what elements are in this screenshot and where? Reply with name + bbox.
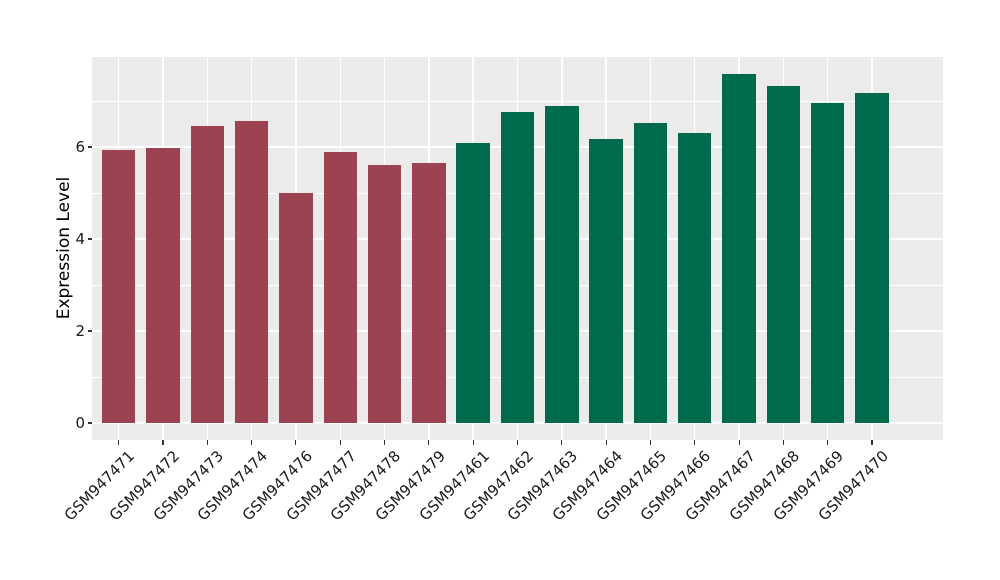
y-tick-mark bbox=[87, 146, 92, 148]
gridline-major-horizontal bbox=[92, 422, 943, 424]
x-tick-mark bbox=[694, 440, 696, 445]
bar bbox=[766, 85, 801, 423]
x-tick-mark bbox=[649, 440, 652, 445]
y-tick-label: 2 bbox=[75, 322, 85, 340]
bar bbox=[367, 165, 402, 423]
x-tick-mark bbox=[782, 440, 785, 445]
x-tick-mark bbox=[162, 440, 164, 445]
bar bbox=[190, 125, 224, 423]
bar bbox=[323, 151, 357, 423]
x-tick-mark bbox=[516, 440, 519, 445]
x-tick-mark bbox=[339, 440, 341, 445]
bar bbox=[412, 162, 446, 423]
y-tick-mark bbox=[87, 422, 92, 424]
x-tick-mark bbox=[250, 440, 253, 445]
x-tick-mark bbox=[827, 440, 829, 445]
bar bbox=[234, 120, 269, 423]
bar bbox=[545, 106, 579, 423]
plot-panel bbox=[92, 57, 943, 440]
x-tick-mark bbox=[561, 440, 563, 445]
x-tick-mark bbox=[295, 440, 297, 445]
y-tick-label: 4 bbox=[75, 230, 85, 248]
x-tick-mark bbox=[383, 440, 386, 445]
bar bbox=[855, 92, 889, 423]
y-tick-label: 0 bbox=[75, 414, 85, 432]
bar bbox=[722, 73, 756, 423]
bar bbox=[633, 123, 668, 423]
bar bbox=[279, 193, 313, 423]
bar bbox=[101, 150, 136, 423]
x-tick-mark bbox=[206, 440, 208, 445]
y-tick-mark bbox=[87, 238, 92, 240]
bar bbox=[811, 102, 845, 423]
bar bbox=[146, 148, 180, 423]
x-tick-mark bbox=[472, 440, 474, 445]
x-tick-mark bbox=[117, 440, 120, 445]
x-tick-mark bbox=[605, 440, 607, 445]
x-tick-mark bbox=[871, 440, 873, 445]
y-tick-mark bbox=[87, 330, 92, 332]
gridline-minor-horizontal bbox=[92, 100, 943, 102]
x-tick-mark bbox=[428, 440, 430, 445]
y-axis-title: Expression Level bbox=[54, 176, 74, 320]
bar bbox=[500, 111, 535, 423]
bar bbox=[589, 139, 623, 423]
y-tick-label: 6 bbox=[75, 138, 85, 156]
bar bbox=[456, 143, 490, 423]
x-tick-mark bbox=[738, 440, 740, 445]
bar bbox=[678, 133, 712, 423]
